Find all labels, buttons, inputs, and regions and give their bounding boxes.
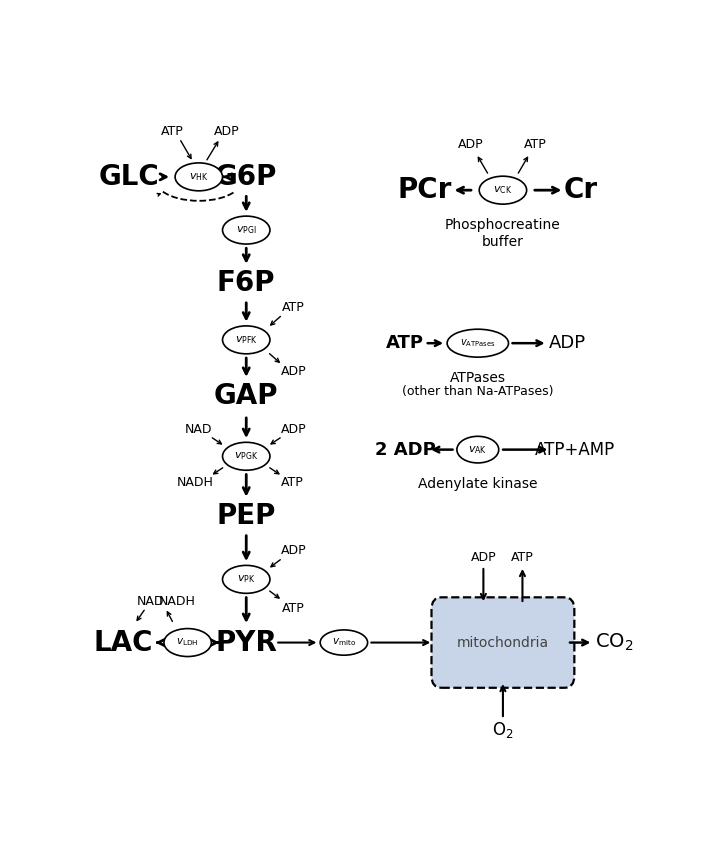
Text: NAD: NAD: [185, 423, 212, 436]
Text: ATP: ATP: [386, 334, 424, 353]
Text: ADP: ADP: [458, 138, 483, 151]
Text: $v_{\mathrm{mito}}$: $v_{\mathrm{mito}}$: [332, 637, 356, 649]
Text: CO$_2$: CO$_2$: [595, 632, 634, 653]
Text: $v_{\mathrm{PGK}}$: $v_{\mathrm{PGK}}$: [234, 450, 258, 462]
Text: ATP: ATP: [282, 302, 305, 314]
Text: Phosphocreatine
buffer: Phosphocreatine buffer: [445, 219, 561, 249]
Text: NAD: NAD: [137, 594, 164, 607]
Text: ADP: ADP: [549, 334, 585, 353]
Text: NADH: NADH: [176, 476, 213, 489]
Text: $v_{\mathrm{PK}}$: $v_{\mathrm{PK}}$: [237, 574, 256, 585]
Text: ADP: ADP: [281, 423, 307, 436]
Text: $v_{\mathrm{PFK}}$: $v_{\mathrm{PFK}}$: [235, 334, 258, 346]
Text: ADP: ADP: [281, 543, 307, 556]
Text: PYR: PYR: [215, 628, 277, 657]
Text: GLC: GLC: [99, 162, 159, 191]
Text: $v_{\mathrm{AK}}$: $v_{\mathrm{AK}}$: [468, 444, 487, 455]
Text: O$_2$: O$_2$: [492, 721, 513, 740]
Text: (other than Na-ATPases): (other than Na-ATPases): [402, 384, 554, 397]
Text: Cr: Cr: [564, 176, 598, 204]
Ellipse shape: [222, 216, 270, 244]
Text: $v_{\mathrm{ATPases}}$: $v_{\mathrm{ATPases}}$: [460, 337, 496, 349]
Text: ADP: ADP: [471, 551, 496, 564]
Ellipse shape: [320, 630, 368, 655]
Ellipse shape: [447, 329, 508, 357]
Ellipse shape: [222, 565, 270, 594]
Text: ADP: ADP: [281, 365, 307, 378]
Text: G6P: G6P: [215, 162, 277, 191]
Text: $v_{\mathrm{CK}}$: $v_{\mathrm{CK}}$: [493, 184, 513, 196]
Text: PCr: PCr: [397, 176, 452, 204]
Text: ATP: ATP: [161, 125, 184, 138]
Ellipse shape: [457, 436, 499, 463]
Text: NADH: NADH: [159, 594, 196, 607]
Ellipse shape: [222, 442, 270, 470]
Text: mitochondria: mitochondria: [457, 636, 549, 650]
FancyBboxPatch shape: [431, 597, 575, 688]
Text: LAC: LAC: [94, 628, 153, 657]
Text: ATPases: ATPases: [450, 371, 506, 384]
Text: PEP: PEP: [217, 502, 276, 530]
Text: ATP: ATP: [511, 551, 534, 564]
Text: $v_{\mathrm{HK}}$: $v_{\mathrm{HK}}$: [189, 171, 209, 183]
Ellipse shape: [175, 163, 222, 191]
Text: ATP+AMP: ATP+AMP: [536, 441, 616, 459]
Text: $v_{\mathrm{PGI}}$: $v_{\mathrm{PGI}}$: [236, 224, 256, 236]
Text: $v_{\mathrm{LDH}}$: $v_{\mathrm{LDH}}$: [176, 637, 199, 649]
Ellipse shape: [480, 176, 526, 204]
Text: ATP: ATP: [282, 602, 305, 615]
Text: ATP: ATP: [281, 476, 303, 489]
Text: F6P: F6P: [217, 270, 276, 297]
Text: ADP: ADP: [214, 125, 240, 138]
Text: GAP: GAP: [214, 383, 279, 410]
Text: Adenylate kinase: Adenylate kinase: [418, 477, 538, 492]
Text: 2 ADP: 2 ADP: [375, 441, 436, 459]
Ellipse shape: [164, 629, 212, 657]
Ellipse shape: [222, 326, 270, 354]
Text: ATP: ATP: [524, 138, 546, 151]
